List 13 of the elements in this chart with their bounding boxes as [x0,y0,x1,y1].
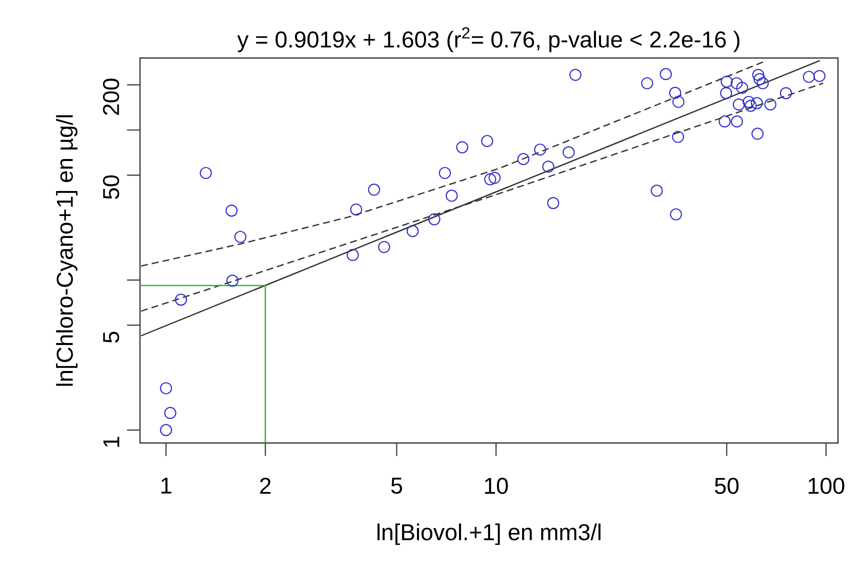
x-tick-label: 50 [714,478,739,494]
x-tick-label: 10 [485,478,508,494]
x-axis-title: ln[Biovol.+1] en mm3/l [378,524,600,545]
x-tick-label: 100 [808,478,844,494]
y-tick-label: 1 [103,436,120,447]
y-tick-label: 200 [102,78,120,115]
x-tick-label: 5 [391,478,402,494]
y-tick-label: 5 [103,332,120,343]
y-axis-title: ln[Chloro-Cyano+1] en µg/l [56,115,78,386]
x-tick-label: 2 [260,478,271,494]
x-tick-label: 1 [161,478,172,494]
y-tick-label: 50 [102,175,120,199]
chart-title: y = 0.9019x + 1.603 (r$^{2}$= 0.76, p-value < 2.2e-16 ) [237,27,740,52]
